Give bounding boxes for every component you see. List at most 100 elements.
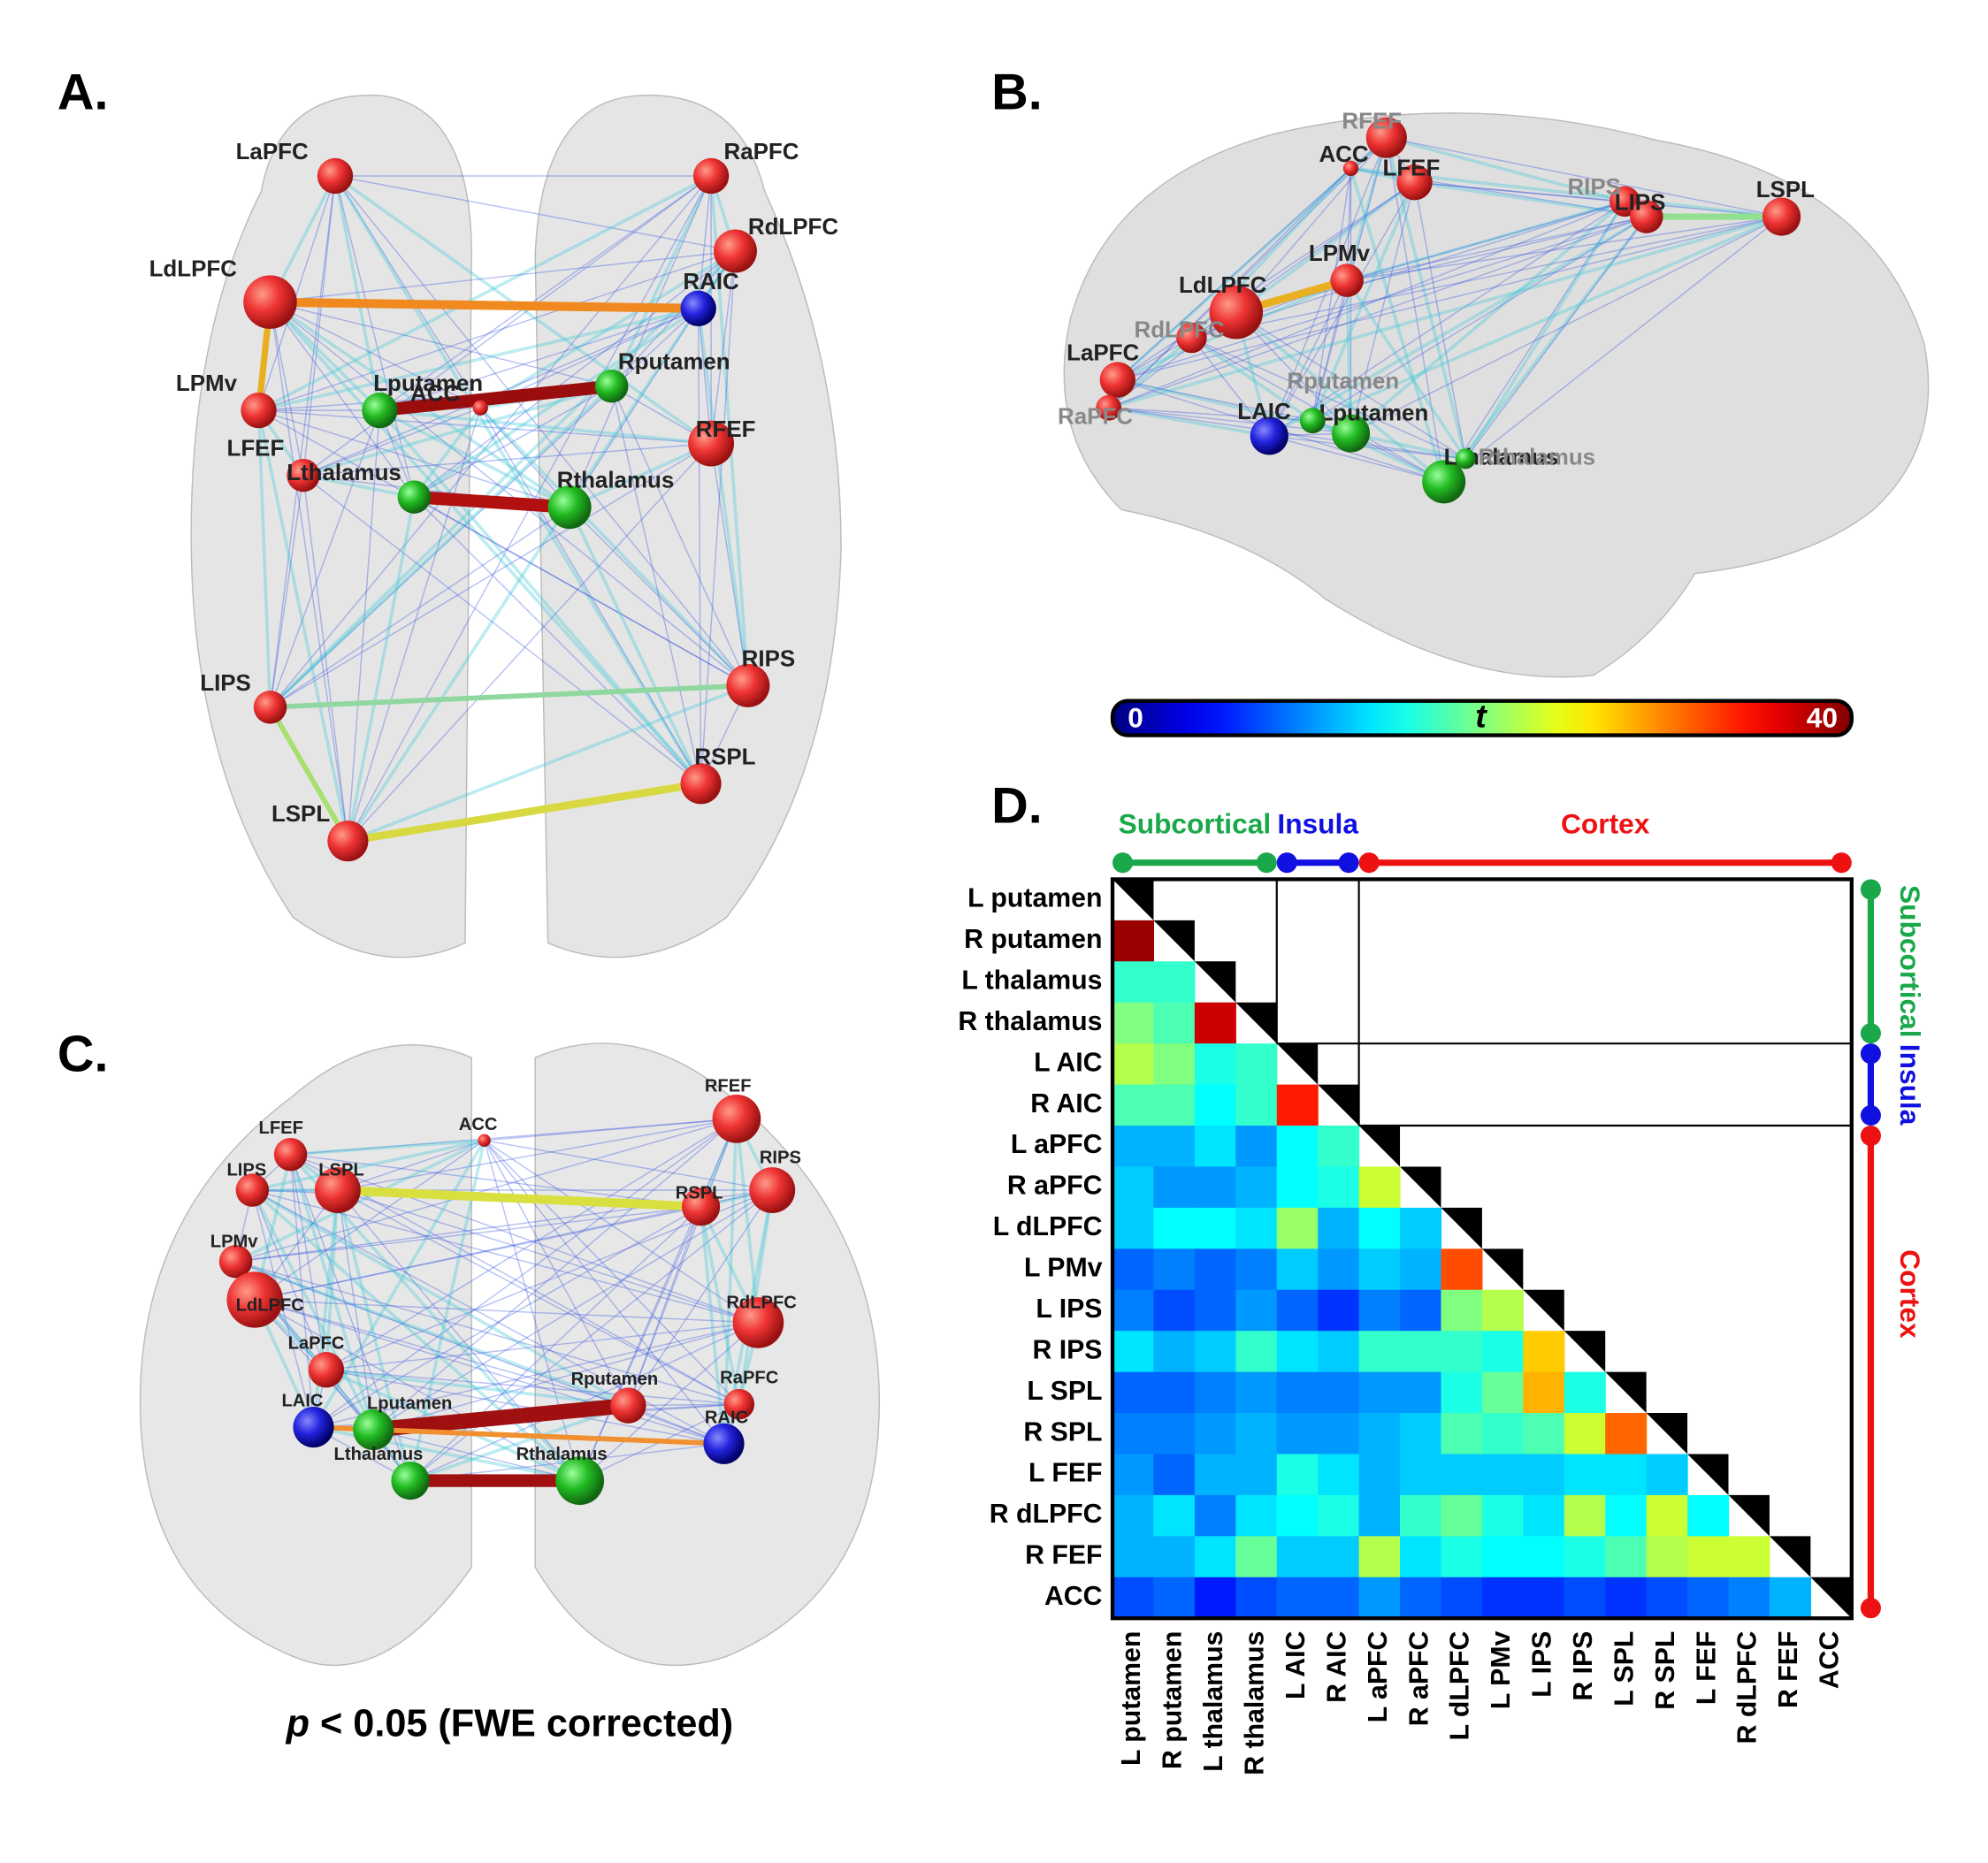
node [287,458,320,492]
panel-label: C. [57,1026,109,1082]
cell [1481,1577,1524,1619]
node-label: RaPFC [720,1369,778,1388]
edge [269,175,336,707]
cell [1646,1536,1688,1578]
cell [1605,1577,1648,1619]
node-label: ACC [1319,142,1368,167]
cell [1153,1248,1196,1291]
cell [1235,1207,1278,1249]
edge [265,297,703,313]
edge [1190,337,1270,437]
edge [334,175,749,686]
edge [235,1118,738,1263]
diagonal [1646,1413,1688,1455]
node [732,1297,784,1348]
cell [1318,1331,1360,1373]
cell [1358,1536,1401,1578]
cell [1113,1413,1155,1455]
cell [1481,1536,1524,1578]
cell [1441,1494,1483,1537]
edge [1268,181,1416,437]
cell [1400,1454,1442,1496]
edge [700,250,737,784]
edge [251,1139,485,1192]
edge [269,302,304,476]
cell [1605,1454,1648,1496]
cell [1276,1166,1319,1209]
edge [290,1154,740,1405]
node [1250,416,1288,455]
cell [1523,1536,1565,1578]
cell [1318,1413,1360,1455]
edge [413,250,736,498]
cell [1113,1207,1155,1249]
cell [1153,1207,1196,1249]
edge [569,441,712,509]
cell [1153,1126,1196,1168]
edge [372,1118,738,1431]
edge [1117,378,1313,422]
edge [235,1206,701,1263]
cell [1153,1454,1196,1496]
edge [337,1118,738,1191]
edge [408,490,577,514]
edge [1346,200,1625,282]
cell [1194,1536,1236,1578]
edge [269,475,304,707]
node-label: Lthalamus [287,461,401,485]
edge [325,1118,738,1371]
edge [257,174,712,412]
row-label: L thalamus [961,966,1102,996]
edge [347,410,381,842]
cell [1605,1536,1648,1578]
node [1762,197,1801,236]
cell [1358,1371,1401,1414]
cell [1441,1536,1483,1578]
cell [1194,1494,1236,1537]
group-dot [1860,879,1881,900]
brain-b [1063,112,1930,678]
node-label: LaPFC [288,1334,345,1354]
cell [1276,1371,1319,1414]
cell [1113,961,1155,1004]
cell [1153,1289,1196,1332]
edge [1117,216,1782,381]
cell [1400,1331,1442,1373]
node-label: ACC [459,1115,498,1134]
col-label: R aPFC [1404,1630,1434,1726]
edge [627,1119,738,1406]
cell [1113,1126,1155,1168]
node-label: ACC [410,382,460,407]
col-label: L thalamus [1199,1631,1228,1772]
node [749,1167,796,1213]
cell [1441,1577,1483,1619]
edge [258,409,749,687]
footnote-p: p [286,1703,310,1745]
edge [269,409,381,708]
cell [1113,1002,1155,1044]
node [273,1137,308,1172]
edge [1108,201,1625,408]
group-dot [1860,1126,1881,1147]
cell [1113,1289,1155,1332]
cell [1276,1207,1319,1249]
edge [1191,337,1466,460]
edge [413,386,613,498]
edge [258,409,570,508]
node [397,480,432,514]
col-label: R putamen [1158,1631,1188,1769]
edge [325,1369,724,1445]
edge [568,506,703,785]
edge [1349,167,1446,483]
edge [1268,201,1625,437]
cell [1113,1248,1155,1291]
edge [258,250,736,411]
edge [302,442,712,477]
diagonal [1153,920,1195,962]
edge [722,1119,738,1444]
edge [373,1429,580,1482]
edge [699,1206,741,1405]
cell [1400,1413,1442,1455]
cell [1153,961,1196,1004]
